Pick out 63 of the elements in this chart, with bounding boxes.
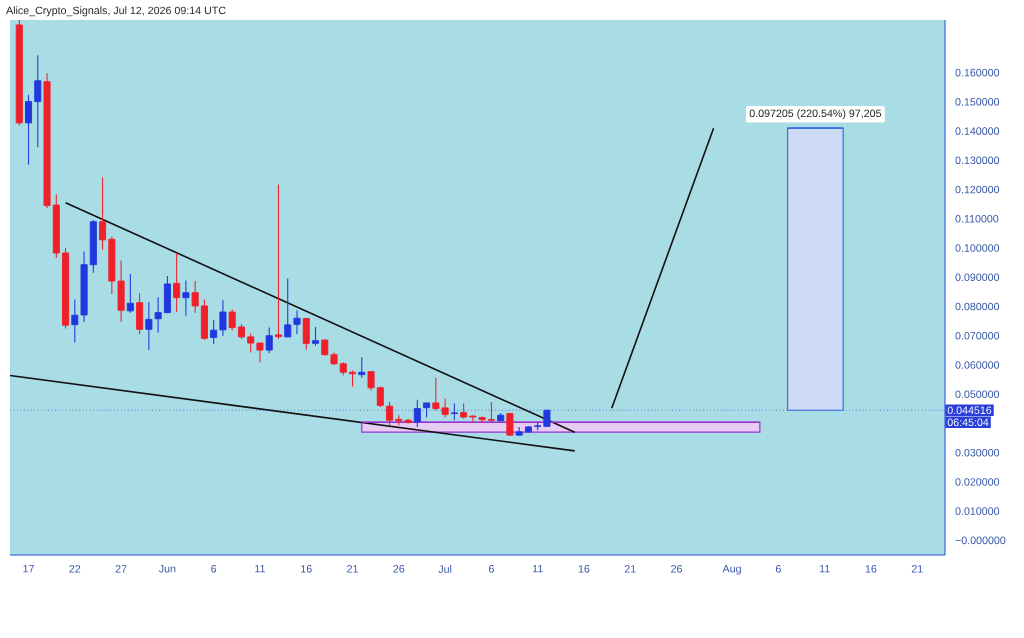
- y-tick-label: 0.090000: [955, 273, 1000, 282]
- y-tick-label: 0.070000: [955, 331, 1000, 340]
- y-tick-label: 0.150000: [955, 98, 1000, 106]
- text: 06:45:04: [947, 418, 989, 427]
- y-tick-label: 0.110000: [955, 215, 999, 223]
- y-tick-label: 0.100000: [955, 244, 1000, 252]
- candlestick: [145, 301, 153, 351]
- candlestick: [265, 327, 273, 354]
- text: Alice_Crypto_Signals, Jul 12, 2026 09:14 UTC: [6, 6, 226, 17]
- candlestick: [173, 252, 181, 313]
- candlestick: [274, 184, 282, 340]
- y-tick-label: 0.030000: [955, 448, 1000, 457]
- x-tick-label: 6: [775, 565, 781, 573]
- x-tick-label: 22: [69, 565, 81, 573]
- x-tick-label: 21: [911, 565, 923, 573]
- x-tick-label: 11: [255, 565, 265, 573]
- x-tick-label: 6: [211, 565, 217, 573]
- candlestick: [154, 296, 162, 334]
- x-tick-label: 17: [23, 565, 34, 573]
- candlestick: [126, 273, 134, 314]
- x-tick-label: 16: [301, 565, 312, 573]
- x-tick-label: 26: [393, 565, 405, 573]
- candlestick: [293, 309, 301, 335]
- y-tick-label: 0.130000: [955, 156, 1000, 165]
- candlestick: [358, 356, 366, 379]
- x-tick-label: 21: [347, 565, 358, 573]
- x-tick-label: 26: [671, 565, 682, 573]
- candlestick: [210, 319, 218, 345]
- x-tick-label: 16: [865, 565, 877, 573]
- y-tick-label: 0.080000: [955, 302, 1000, 311]
- candlestick: [219, 299, 227, 337]
- candlestick: [487, 401, 495, 424]
- y-tick-label: 0.140000: [955, 127, 1000, 135]
- y-tick-label: 0.010000: [955, 507, 1000, 515]
- x-tick-label: 27: [115, 565, 127, 573]
- candlestick: [25, 94, 33, 166]
- x-tick-label: 6: [488, 565, 494, 573]
- x-tick-label: Jun: [158, 565, 176, 573]
- x-tick-label: 11: [819, 565, 830, 573]
- candlestick: [247, 332, 255, 353]
- candlestick: [311, 326, 320, 347]
- y-tick-label: 0.160000: [955, 68, 1000, 77]
- x-tick-label: 16: [578, 565, 590, 573]
- candlestick: [367, 370, 375, 391]
- x-tick-label: Jul: [438, 565, 452, 573]
- candlestick: [256, 342, 264, 363]
- y-tick-label: 0.060000: [955, 361, 1000, 369]
- y-tick-label: 0.020000: [955, 478, 1000, 486]
- candlestick: [182, 279, 190, 317]
- y-tick-label: 0.120000: [955, 185, 1000, 194]
- x-tick-label: Aug: [722, 565, 741, 575]
- candlestick: [191, 280, 199, 314]
- candlestick: [284, 277, 292, 338]
- ref-line-label: 0.044516: [947, 406, 992, 414]
- x-tick-label: 11: [532, 565, 543, 573]
- candlestick: [228, 308, 236, 331]
- candlestick: [386, 401, 394, 427]
- x-tick-label: 21: [624, 565, 636, 573]
- candlestick: [99, 177, 107, 251]
- y-tick-label: 0.050000: [955, 390, 1000, 398]
- y-tick-label: −0.000000: [955, 536, 1006, 545]
- annotation: 0.097205 (220.54%) 97,205: [749, 109, 882, 120]
- candlestick: [34, 54, 42, 148]
